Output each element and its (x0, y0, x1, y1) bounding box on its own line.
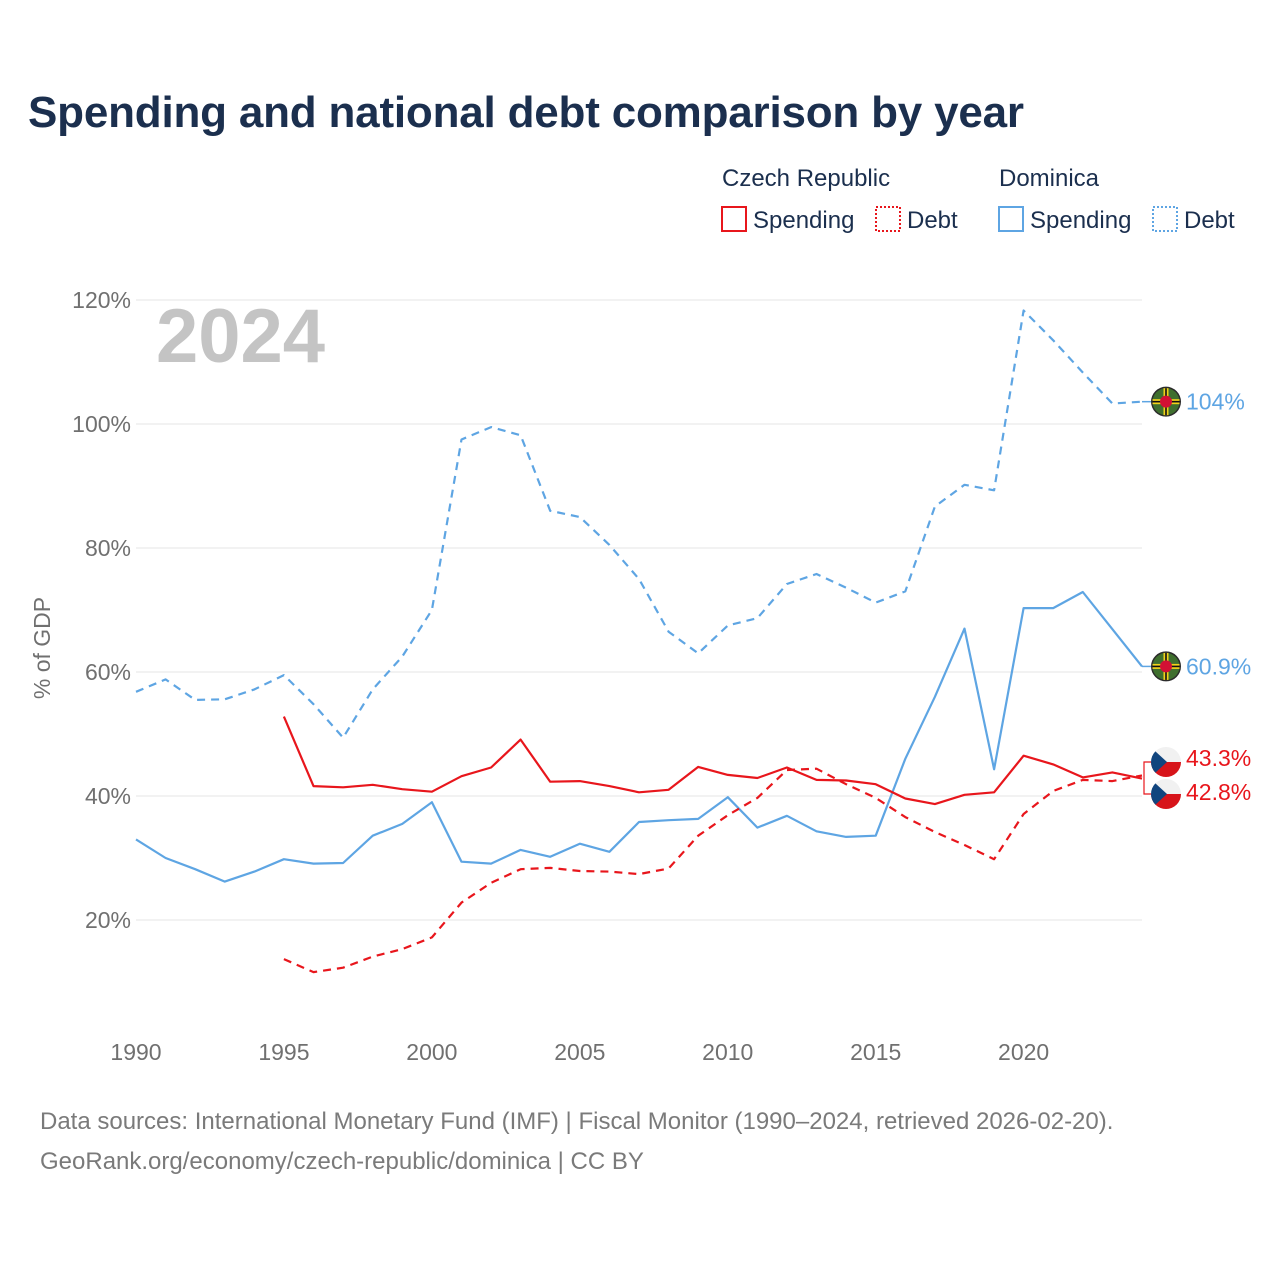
x-tick-label: 2005 (554, 1039, 605, 1065)
legend-swatch-cz-spending[interactable] (721, 206, 747, 232)
y-tick-label: 80% (85, 535, 131, 561)
end-markers: 104% 60.9% 43.3% 42.8% (1142, 386, 1251, 809)
legend-swatch-cz-debt[interactable] (875, 206, 901, 232)
dominica-spending-end-label: 60.9% (1186, 653, 1251, 679)
sources-line-2[interactable]: GeoRank.org/economy/czech-republic/domin… (40, 1148, 644, 1175)
y-axis: 20% 40% 60% 80% 100% 120% (72, 287, 131, 933)
legend-label-dm-spending[interactable]: Spending (1030, 207, 1131, 234)
dominica-flag-icon (1151, 386, 1181, 417)
czech-debt-end-label: 43.3% (1186, 745, 1251, 771)
x-axis: 1990 1995 2000 2005 2010 2015 2020 (110, 1039, 1049, 1065)
series-lines (135, 309, 1143, 974)
sources-line-1: Data sources: International Monetary Fun… (40, 1108, 1114, 1135)
series-line-czech-republic-spending[interactable] (282, 716, 1143, 806)
dominica-debt-end-label: 104% (1186, 389, 1245, 415)
x-tick-label: 2000 (406, 1039, 457, 1065)
chart-title: Spending and national debt comparison by… (28, 88, 1024, 137)
x-tick-label: 2015 (850, 1039, 901, 1065)
x-tick-label: 1990 (110, 1039, 161, 1065)
y-tick-label: 100% (72, 411, 131, 437)
legend-label-dm-debt[interactable]: Debt (1184, 207, 1235, 234)
legend-label-cz-spending[interactable]: Spending (753, 207, 854, 234)
x-tick-label: 2020 (998, 1039, 1049, 1065)
legend-swatch-dm-debt[interactable] (1152, 206, 1178, 232)
y-tick-label: 40% (85, 783, 131, 809)
y-tick-label: 120% (72, 287, 131, 313)
czech-flag-icon (1151, 779, 1181, 809)
legend-swatch-dm-spending[interactable] (998, 206, 1024, 232)
czech-label-bracket (1143, 761, 1151, 795)
legend: Czech Republic Dominica Spending Debt Sp… (721, 165, 1235, 234)
y-tick-label: 20% (85, 907, 131, 933)
legend-label-cz-debt[interactable]: Debt (907, 207, 958, 234)
year-watermark: 2024 (156, 294, 325, 379)
y-tick-label: 60% (85, 659, 131, 685)
series-line-dominica-spending[interactable] (135, 590, 1143, 883)
dominica-flag-icon (1151, 651, 1181, 682)
x-tick-label: 1995 (258, 1039, 309, 1065)
czech-spending-end-label: 42.8% (1186, 779, 1251, 805)
x-tick-label: 2010 (702, 1039, 753, 1065)
y-axis-label: % of GDP (29, 597, 55, 699)
chart: Czech Republic Dominica Spending Debt Sp… (29, 165, 1251, 1065)
legend-group-dominica: Dominica (999, 165, 1100, 192)
gridlines (136, 299, 1142, 921)
legend-group-czech-republic: Czech Republic (722, 165, 890, 192)
series-line-czech-republic-debt[interactable] (283, 767, 1143, 974)
czech-flag-icon (1151, 747, 1181, 777)
series-line-dominica-debt[interactable] (135, 309, 1143, 739)
